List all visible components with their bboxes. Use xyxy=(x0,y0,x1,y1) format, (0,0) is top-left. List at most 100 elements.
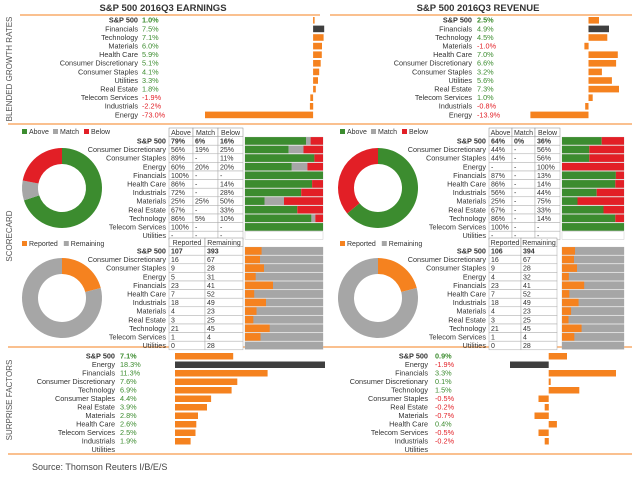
earnings-reported-row-label: Real Estate xyxy=(128,315,166,324)
revenue-reported-bar-segment xyxy=(562,315,569,324)
revenue-growth-data-label: 4.9% xyxy=(477,24,494,33)
earnings-scorecard-bar-segment xyxy=(245,214,312,223)
revenue-scorecard-cell-value: 13% xyxy=(537,173,551,180)
revenue-surprise-data-label: 0.9% xyxy=(435,352,452,361)
earnings-reported-cell xyxy=(204,340,244,351)
revenue-scorecard-column-header: Below xyxy=(538,130,558,137)
revenue-scorecard-bar-segment xyxy=(603,205,624,214)
revenue-reported-column-header: Reported xyxy=(491,240,520,247)
revenue-scorecard-row-label: Technology xyxy=(449,214,486,223)
earnings-surprise-category-label: S&P 500 xyxy=(86,352,115,361)
revenue-scorecard-row-label: Telecom Services xyxy=(429,222,487,231)
earnings-scorecard-cell-value: - xyxy=(195,224,198,231)
earnings-scorecard-cell-value: 67% xyxy=(171,207,185,214)
earnings-growth-bar xyxy=(310,94,314,101)
revenue-scorecard-cell-value: - xyxy=(537,224,540,231)
earnings-reported-bar-segment xyxy=(273,281,323,290)
earnings-scorecard-legend-label: Below xyxy=(91,129,111,136)
revenue-scorecard-cell-value: - xyxy=(514,173,517,180)
earnings-reported-bar-segment xyxy=(269,324,323,333)
revenue-surprise-bar xyxy=(544,438,549,445)
revenue-scorecard-bar-segment xyxy=(589,154,624,162)
earnings-surprise-bar xyxy=(175,361,325,368)
earnings-reported-bar-segment xyxy=(260,255,323,264)
revenue-reported-row-label: Consumer Staples xyxy=(426,264,486,273)
earnings-scorecard-bar-track xyxy=(244,231,324,240)
earnings-reported-row-label: Consumer Staples xyxy=(106,264,166,273)
earnings-scorecard-cell-value: 100% xyxy=(171,224,189,231)
earnings-reported-bar-segment xyxy=(245,298,266,307)
earnings-reported-row-label: Health Care xyxy=(127,289,166,298)
revenue-reported-cell-value: 28 xyxy=(523,266,531,273)
revenue-scorecard-cell-value: 25% xyxy=(491,199,505,206)
earnings-reported-bar-segment xyxy=(245,255,260,264)
earnings-reported-bar-segment xyxy=(256,307,323,315)
earnings-reported-row-label: Industrials xyxy=(133,298,167,307)
earnings-scorecard-row-label: Consumer Staples xyxy=(106,154,166,163)
revenue-surprise-data-label: -0.5% xyxy=(435,428,455,437)
revenue-growth-category-label: Energy xyxy=(449,110,472,119)
revenue-reported-bar-segment xyxy=(575,247,624,255)
earnings-scorecard-row-label: Technology xyxy=(129,214,166,223)
earnings-reported-cell-value: 49 xyxy=(207,300,215,307)
revenue-reported-cell-value: 4 xyxy=(491,309,495,316)
revenue-growth-data-label: 2.5% xyxy=(477,16,494,25)
revenue-reported-bar-segment xyxy=(562,247,576,255)
earnings-growth-category-label: Real Estate xyxy=(100,85,138,94)
revenue-scorecard-legend-swatch xyxy=(402,129,407,134)
earnings-reported-bar-segment xyxy=(260,333,323,341)
revenue-growth-bar xyxy=(588,34,608,41)
revenue-growth-bar xyxy=(588,85,619,93)
earnings-growth-category-label: Energy xyxy=(115,110,138,119)
earnings-surprise-data-label: 1.9% xyxy=(120,437,137,446)
revenue-growth-bar xyxy=(588,68,602,76)
revenue-reported-bar-segment xyxy=(562,290,570,298)
revenue-reported-bar-segment xyxy=(574,255,624,264)
revenue-growth-data-label: 6.6% xyxy=(477,59,494,68)
revenue-growth-category-label: Consumer Staples xyxy=(412,67,472,76)
revenue-scorecard-cell-value: 56% xyxy=(537,147,551,154)
earnings-scorecard-column-header: Above xyxy=(171,130,191,137)
earnings-reported-cell-value: 41 xyxy=(207,283,215,290)
earnings-growth-bar xyxy=(313,85,316,93)
revenue-scorecard-cell-value: 64% xyxy=(491,138,506,145)
earnings-scorecard-row-label: Consumer Discretionary xyxy=(88,145,167,154)
earnings-reported-donut-slice xyxy=(62,258,101,293)
earnings-scorecard-cell-value: - xyxy=(195,190,198,197)
revenue-reported-cell-value: 1 xyxy=(491,334,495,341)
earnings-scorecard-cell-value: 25% xyxy=(220,147,234,154)
earnings-scorecard-bar-segment xyxy=(315,214,323,223)
revenue-scorecard-bar-segment xyxy=(562,137,602,145)
earnings-growth-bar xyxy=(313,34,324,41)
earnings-reported-bar-segment xyxy=(264,264,323,272)
revenue-scorecard-row-label: Consumer Discretionary xyxy=(408,145,487,154)
earnings-growth-data-label: 5.1% xyxy=(142,59,159,68)
earnings-growth-bar xyxy=(313,42,322,50)
revenue-growth-data-label: 5.6% xyxy=(477,76,494,85)
revenue-reported-cell-value: 28 xyxy=(523,343,531,350)
earnings-reported-cell-value: 16 xyxy=(171,257,179,264)
revenue-reported-bar-segment xyxy=(562,281,585,290)
revenue-reported-row-label: Industrials xyxy=(453,298,487,307)
earnings-reported-cell-value: 21 xyxy=(171,326,179,333)
earnings-growth-bar xyxy=(313,60,321,67)
revenue-reported-bar-segment xyxy=(562,298,579,307)
earnings-scorecard-cell-value: - xyxy=(195,181,198,188)
revenue-surprise-data-label: 3.3% xyxy=(435,369,452,378)
revenue-scorecard-bar-segment xyxy=(615,214,624,223)
earnings-scorecard-row-label: S&P 500 xyxy=(137,136,166,145)
earnings-scorecard-cell-value: 25% xyxy=(171,199,185,206)
revenue-growth-category-label: Health Care xyxy=(433,50,472,59)
revenue-growth-bar xyxy=(588,77,612,84)
revenue-surprise-category-label: Telecom Services xyxy=(371,428,429,437)
earnings-surprise-bar xyxy=(175,353,234,360)
revenue-scorecard-row-label: Health Care xyxy=(447,179,486,188)
earnings-scorecard-bar-segment xyxy=(307,162,323,171)
revenue-scorecard-row-label: Materials xyxy=(456,197,486,206)
earnings-growth-category-label: Consumer Discretionary xyxy=(60,59,139,68)
revenue-growth-bar xyxy=(588,25,609,33)
revenue-reported-cell-value: 4 xyxy=(491,274,495,281)
earnings-scorecard-bar-segment xyxy=(288,145,304,154)
revenue-reported-row-label: Materials xyxy=(456,307,486,316)
earnings-growth-category-label: S&P 500 xyxy=(109,16,138,25)
